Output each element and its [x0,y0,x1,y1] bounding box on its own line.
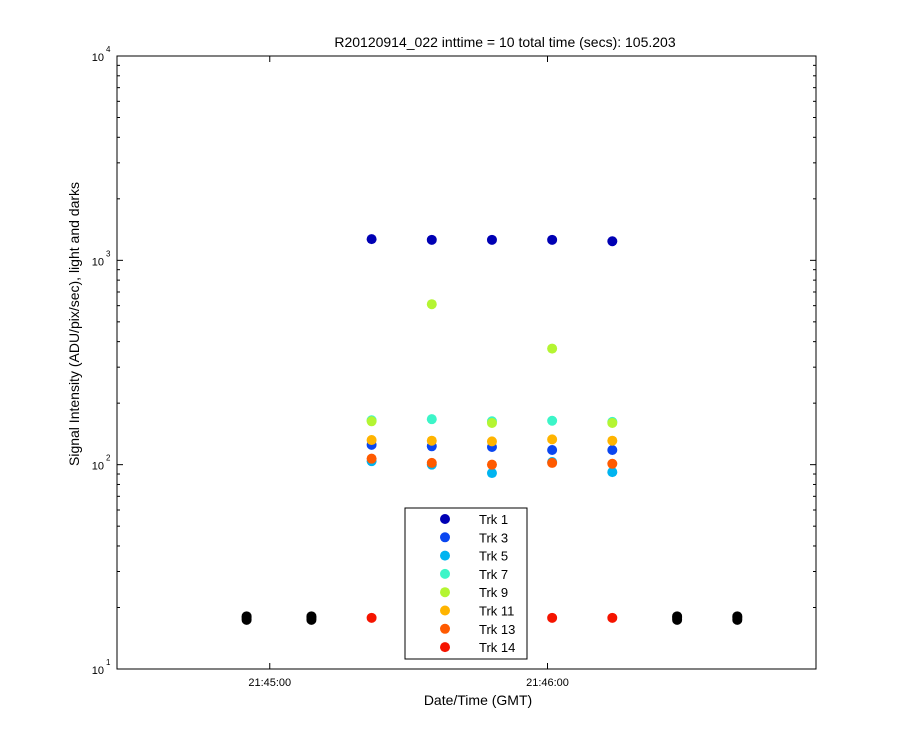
y-tick-label-exponent: 2 [106,454,111,463]
data-point [366,416,377,427]
legend-label: Trk 1 [479,512,508,527]
data-point [547,415,558,426]
legend: Trk 1 Trk 3 Trk 5 Trk 7 Trk 9 Trk 11 Trk 13 Trk… [404,507,528,660]
data-point [426,457,437,468]
legend-label: Trk 11 [479,604,514,619]
data-point [547,234,558,245]
legend-label: Trk 13 [479,622,515,637]
series-trk-13 [366,453,618,470]
legend-marker [440,623,450,634]
data-point [426,414,437,425]
data-point [486,417,497,428]
data-point [366,234,377,245]
data-point [366,612,377,623]
x-axis-label: Date/Time (GMT) [424,692,532,708]
legend-label: Trk 3 [479,530,508,545]
data-point [486,459,497,470]
x-tick-label: 21:46:00 [526,677,569,689]
axis-ticks [117,55,816,670]
legend-marker [440,532,450,543]
y-tick-label-base: 10 [92,461,104,473]
data-point [547,444,558,455]
data-point [426,234,437,245]
series-trk-1 [366,234,618,247]
legend-box [404,507,528,660]
chart-title: R20120914_022 inttime = 10 total time (s… [334,34,675,50]
data-point [732,611,743,622]
data-point [426,435,437,446]
legend-marker [440,587,450,598]
data-point [607,236,618,247]
data-point [486,468,497,479]
data-point [672,611,683,622]
y-tick-label-exponent: 4 [106,45,111,54]
legend-item: Trk 7 [440,567,508,582]
data-point [607,612,618,623]
x-tick-label: 21:45:00 [248,677,291,689]
legend-marker [440,642,450,653]
data-points [241,234,743,625]
legend-item: Trk 3 [440,530,508,545]
legend-label: Trk 9 [479,585,508,600]
data-point [607,458,618,469]
legend-item: Trk 13 [440,622,515,637]
data-point [547,343,558,354]
y-tick-label-base: 10 [92,665,104,677]
data-point [426,299,437,310]
legend-marker [440,550,450,561]
legend-item: Trk 9 [440,585,508,600]
y-tick-label-exponent: 1 [106,658,111,667]
data-point [547,612,558,623]
data-point [366,453,377,464]
data-point [241,611,252,622]
data-point [306,611,317,622]
y-tick-label-exponent: 3 [106,249,111,258]
data-point [607,467,618,478]
legend-label: Trk 14 [479,640,515,655]
data-point [366,435,377,446]
data-point [547,434,558,445]
data-point [547,457,558,468]
data-point [607,417,618,428]
legend-marker [440,568,450,579]
legend-marker [440,605,450,616]
data-point [486,234,497,245]
legend-item: Trk 11 [440,604,514,619]
series-trk-9 [366,299,618,428]
legend-item: Trk 1 [440,512,508,527]
data-point [486,436,497,447]
legend-marker [440,514,450,524]
series-trk-11 [366,434,618,447]
y-tick-label-base: 10 [92,256,104,268]
legend-item: Trk 14 [440,640,515,655]
y-tick-label-base: 10 [92,52,104,64]
data-point [607,444,618,455]
legend-label: Trk 7 [479,567,508,582]
data-point [607,435,618,446]
legend-item: Trk 5 [440,549,508,564]
series-darks [241,611,743,625]
series-trk-14 [366,612,618,623]
legend-label: Trk 5 [479,549,508,564]
y-axis-label: Signal Intensity (ADU/pix/sec), light an… [66,182,82,466]
